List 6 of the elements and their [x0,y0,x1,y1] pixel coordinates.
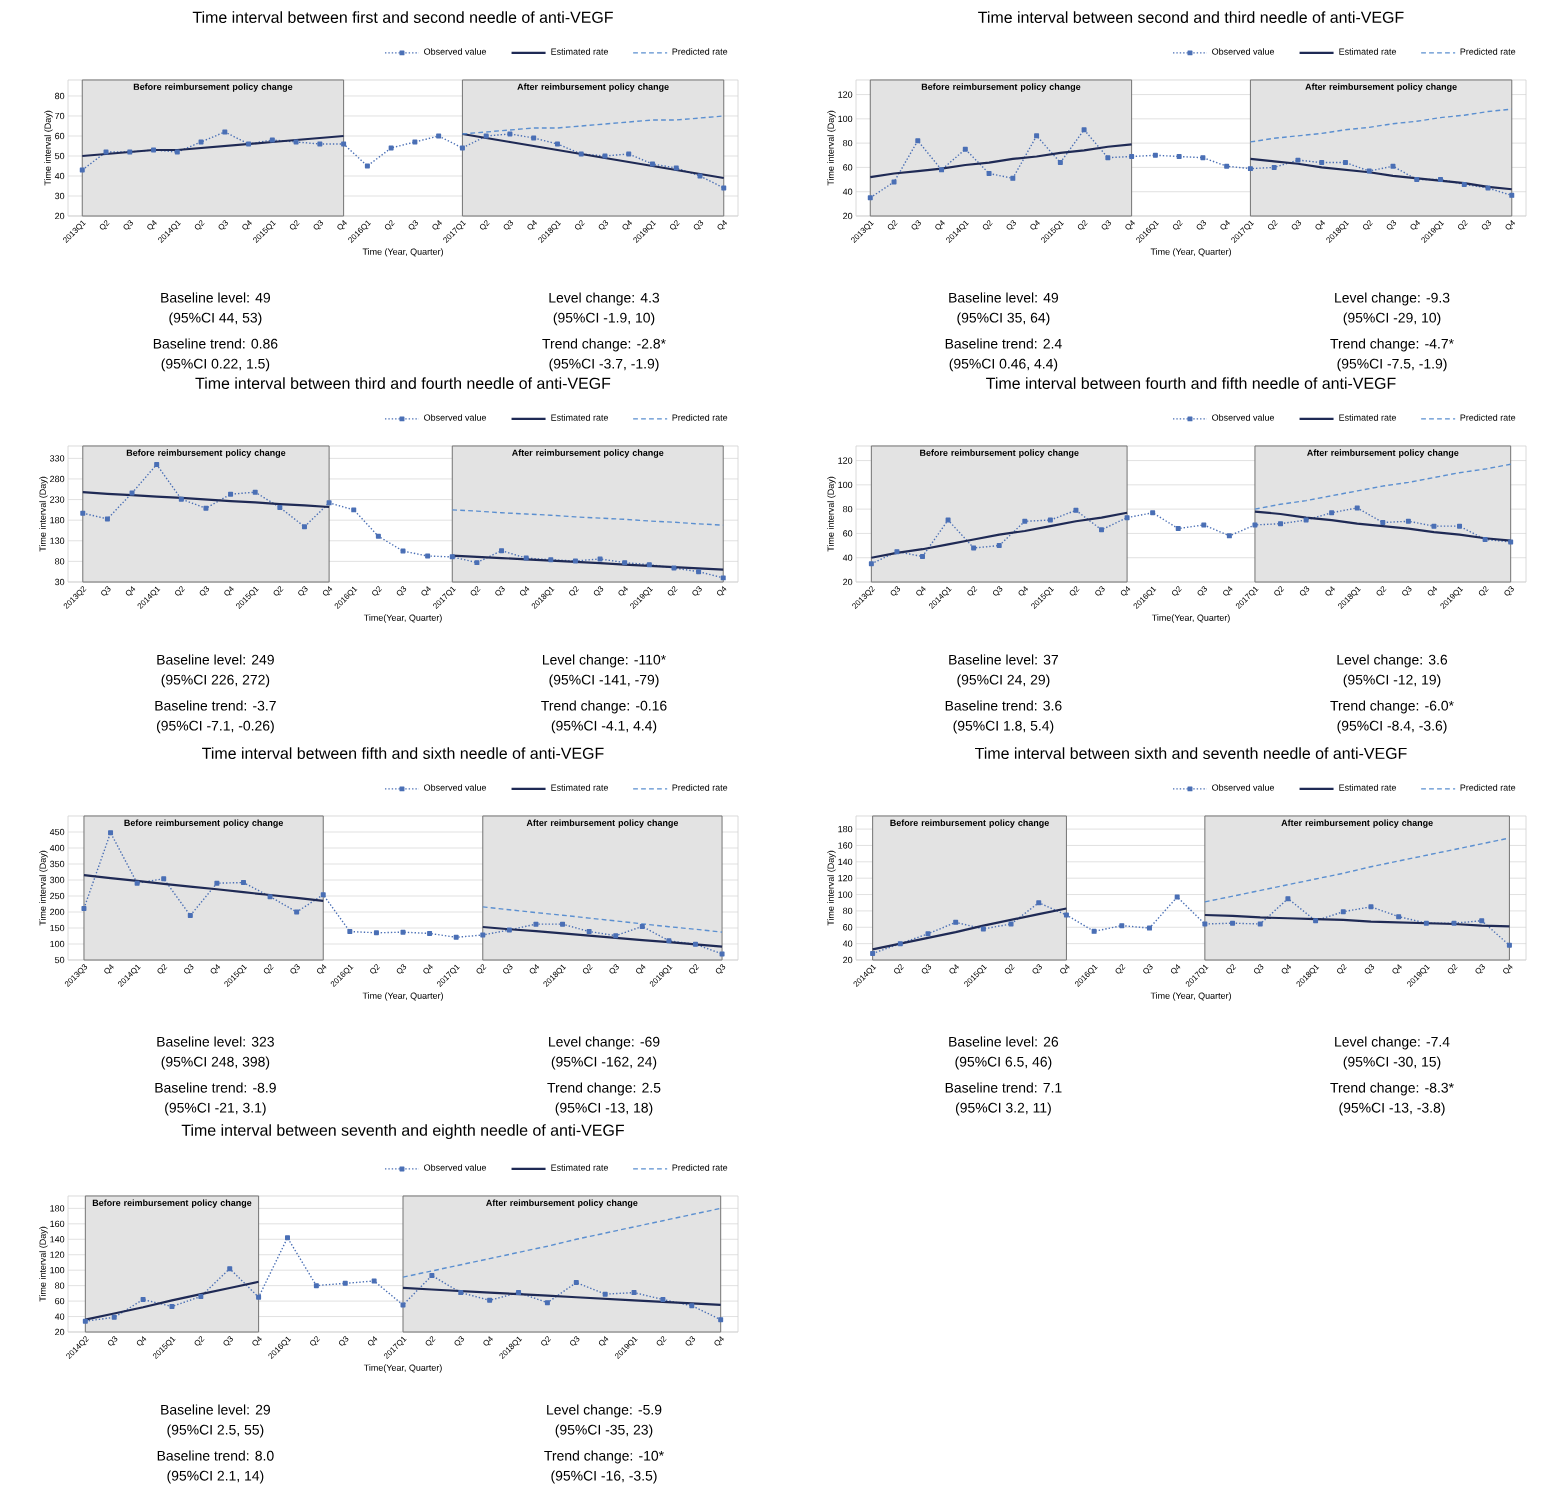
line-series [84,1280,260,1321]
line-series [869,143,1133,179]
line-series [870,511,1129,559]
line-series [482,906,723,933]
line-series [82,874,325,902]
line-series [1253,510,1512,542]
